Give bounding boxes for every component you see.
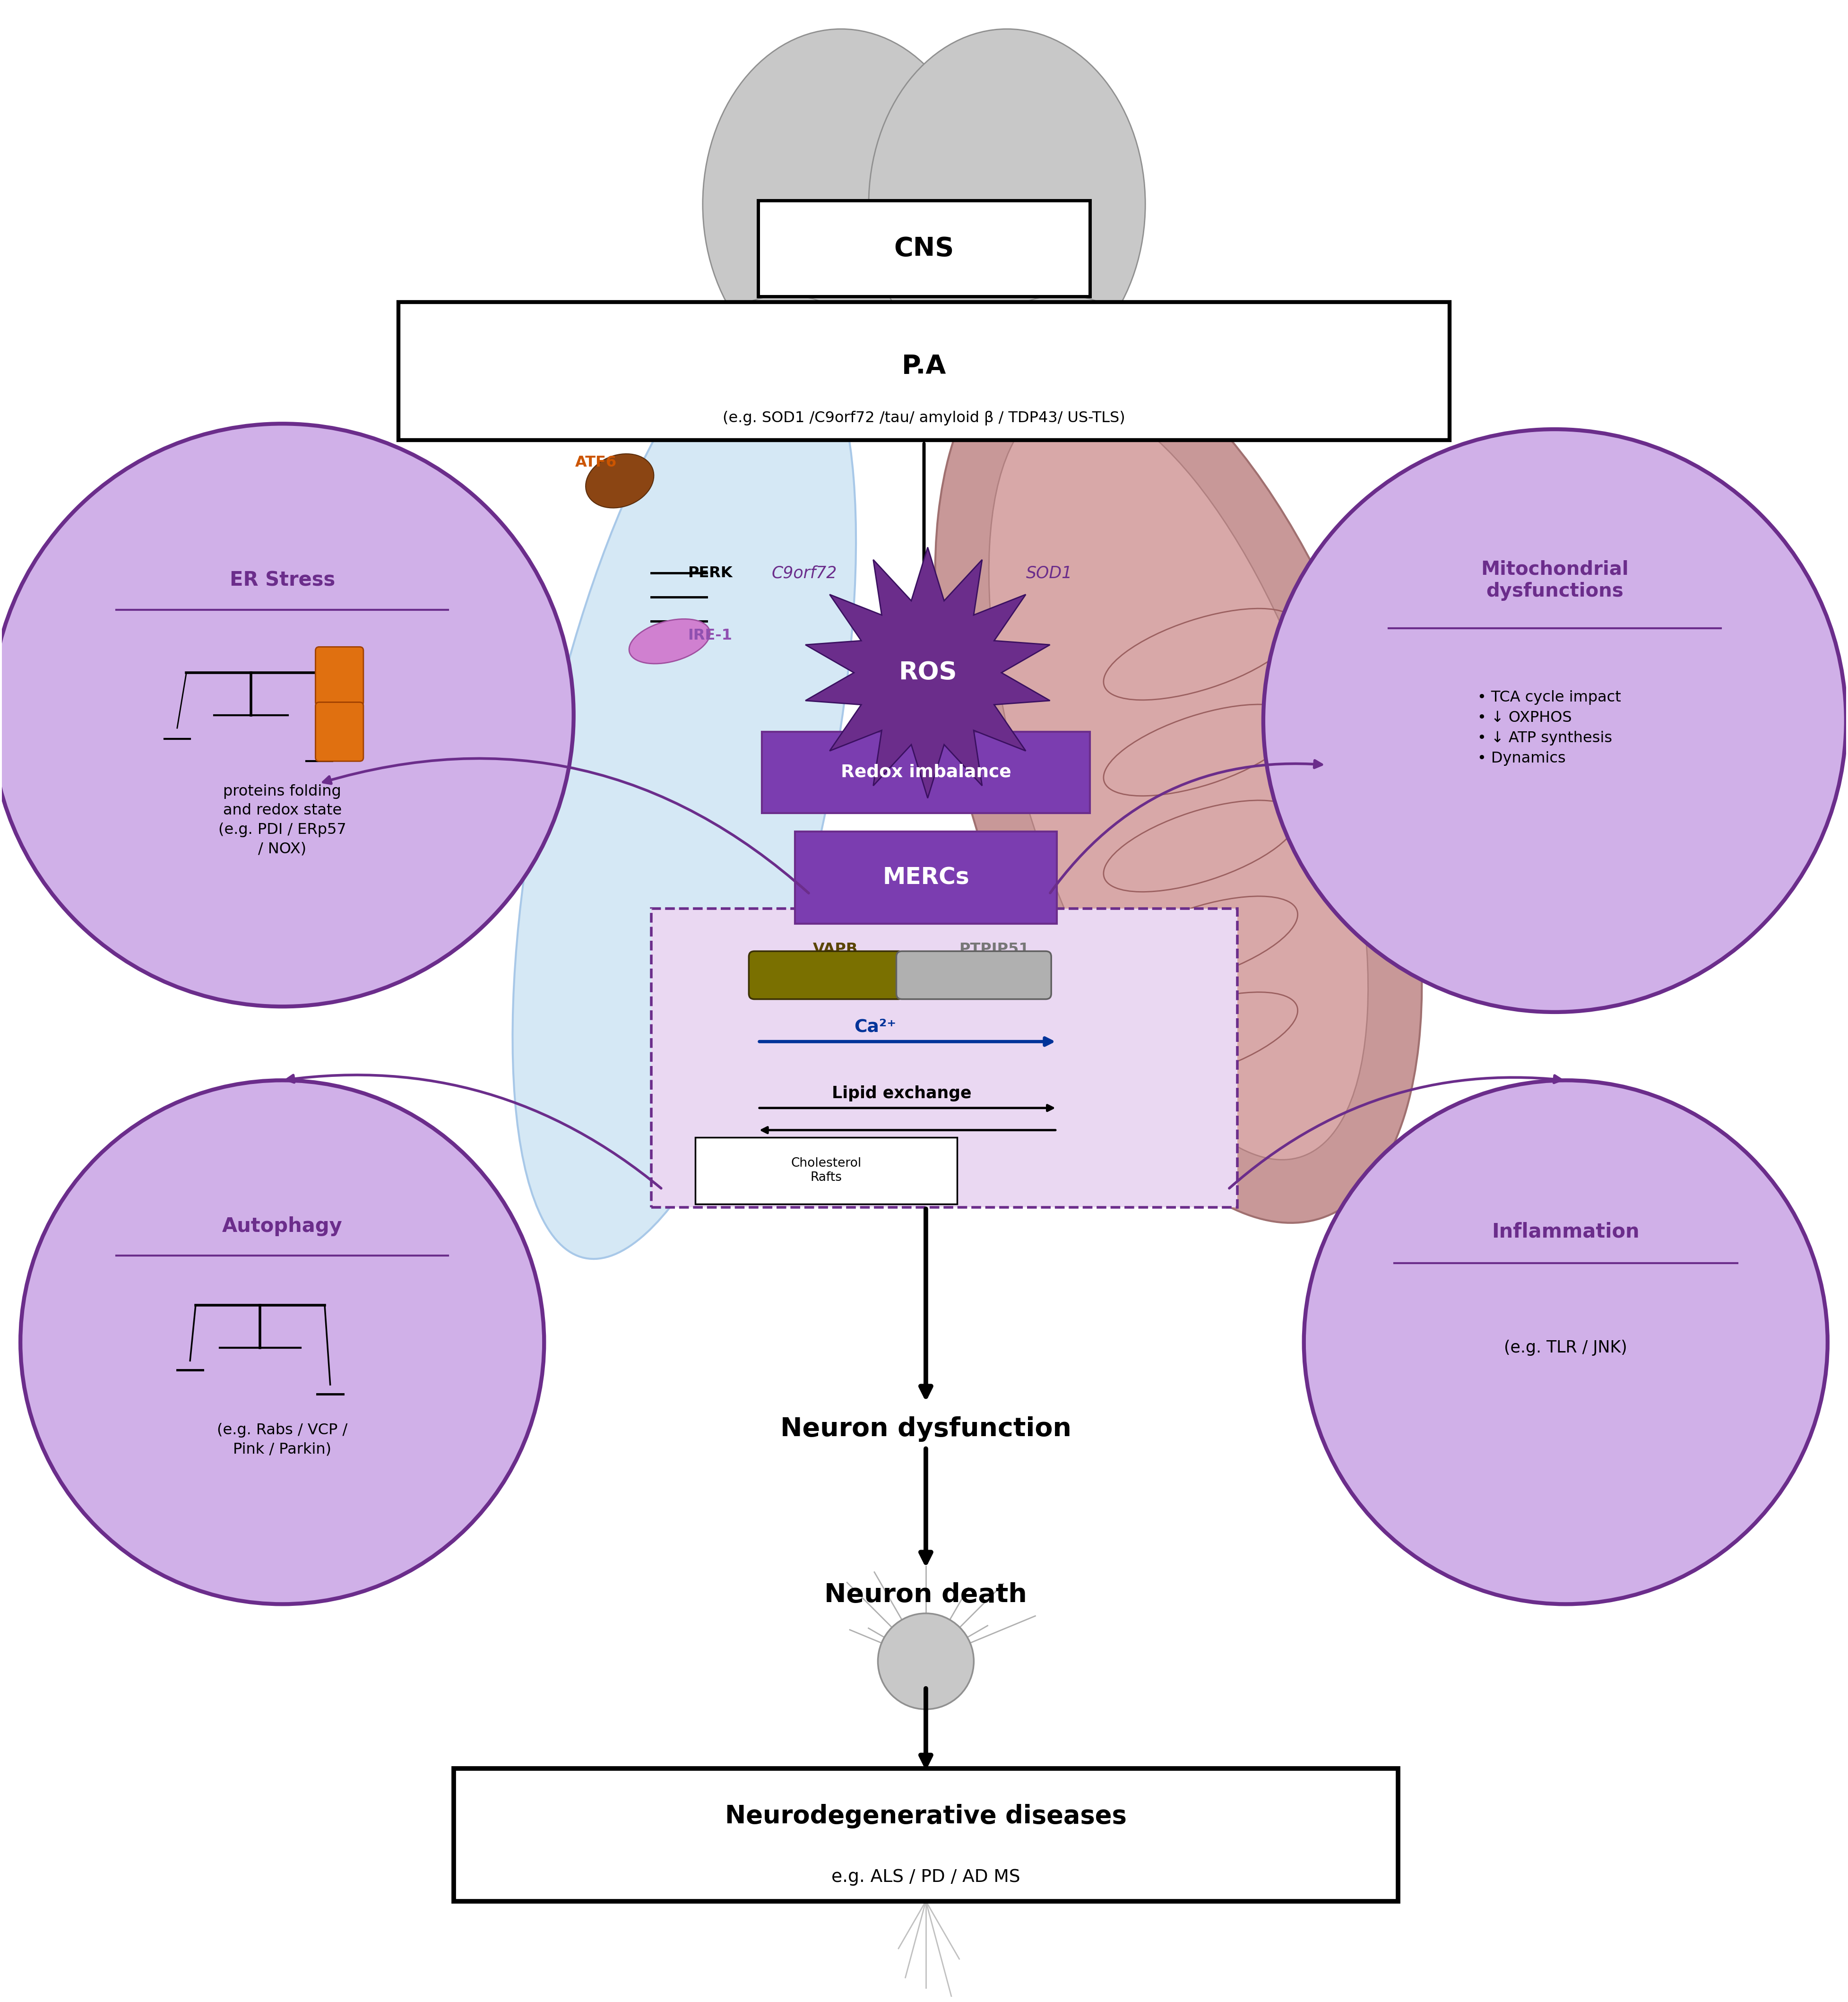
- Text: P.A: P.A: [902, 354, 946, 378]
- Circle shape: [20, 1081, 543, 1604]
- Text: Autophagy: Autophagy: [222, 1215, 342, 1235]
- Text: (e.g. SOD1 /C9orf72 /tau/ amyloid β / TDP43/ US-TLS): (e.g. SOD1 /C9orf72 /tau/ amyloid β / TD…: [723, 410, 1125, 426]
- FancyBboxPatch shape: [399, 302, 1449, 440]
- Text: C9orf72: C9orf72: [771, 565, 837, 581]
- Text: ER Stress: ER Stress: [229, 571, 334, 591]
- Text: Ca²⁺: Ca²⁺: [854, 1019, 896, 1035]
- Circle shape: [1305, 1081, 1828, 1604]
- Ellipse shape: [832, 306, 1016, 434]
- FancyBboxPatch shape: [896, 951, 1052, 999]
- Text: PERK: PERK: [687, 567, 732, 581]
- FancyBboxPatch shape: [758, 200, 1090, 296]
- Ellipse shape: [512, 318, 856, 1259]
- Ellipse shape: [869, 28, 1146, 380]
- Ellipse shape: [878, 1614, 974, 1710]
- Circle shape: [1264, 428, 1846, 1013]
- Text: PTPIP51: PTPIP51: [959, 943, 1029, 957]
- Text: e.g. ALS / PD / AD MS: e.g. ALS / PD / AD MS: [832, 1868, 1020, 1886]
- Polygon shape: [806, 547, 1050, 799]
- FancyBboxPatch shape: [316, 703, 364, 761]
- Text: Neuron dysfunction: Neuron dysfunction: [780, 1415, 1072, 1441]
- Text: Lipid exchange: Lipid exchange: [832, 1085, 972, 1101]
- FancyBboxPatch shape: [650, 909, 1238, 1207]
- Ellipse shape: [979, 296, 1146, 414]
- Ellipse shape: [935, 336, 1421, 1223]
- Ellipse shape: [702, 296, 869, 414]
- Text: Redox imbalance: Redox imbalance: [841, 765, 1011, 781]
- Text: MERCs: MERCs: [883, 867, 968, 889]
- FancyBboxPatch shape: [761, 731, 1090, 813]
- FancyBboxPatch shape: [748, 951, 904, 999]
- Text: Mitochondrial
dysfunctions: Mitochondrial dysfunctions: [1480, 561, 1628, 601]
- Text: ROS: ROS: [898, 661, 957, 685]
- Text: SOD1: SOD1: [1026, 565, 1072, 581]
- Ellipse shape: [586, 454, 654, 509]
- Text: IRE-1: IRE-1: [687, 629, 732, 643]
- FancyBboxPatch shape: [795, 831, 1057, 923]
- Ellipse shape: [989, 400, 1368, 1159]
- Ellipse shape: [628, 619, 710, 665]
- Text: Neurodegenerative diseases: Neurodegenerative diseases: [724, 1804, 1127, 1828]
- Text: Cholesterol
Rafts: Cholesterol Rafts: [791, 1157, 861, 1183]
- Text: (e.g. TLR / JNK): (e.g. TLR / JNK): [1504, 1339, 1628, 1355]
- Text: proteins folding
and redox state
(e.g. PDI / ERp57
/ NOX): proteins folding and redox state (e.g. P…: [218, 785, 346, 857]
- FancyBboxPatch shape: [695, 1137, 957, 1203]
- Text: • TCA cycle impact
• ↓ OXPHOS
• ↓ ATP synthesis
• Dynamics: • TCA cycle impact • ↓ OXPHOS • ↓ ATP sy…: [1477, 691, 1621, 767]
- Text: ATF6: ATF6: [575, 454, 617, 470]
- Text: Neuron death: Neuron death: [824, 1582, 1027, 1608]
- FancyBboxPatch shape: [316, 647, 364, 707]
- Ellipse shape: [702, 28, 979, 380]
- Text: VAPB: VAPB: [813, 943, 857, 957]
- Text: Inflammation: Inflammation: [1491, 1221, 1639, 1241]
- Text: (e.g. Rabs / VCP /
Pink / Parkin): (e.g. Rabs / VCP / Pink / Parkin): [216, 1423, 347, 1457]
- Text: CNS: CNS: [894, 236, 954, 260]
- Circle shape: [0, 424, 573, 1007]
- FancyBboxPatch shape: [455, 1768, 1397, 1902]
